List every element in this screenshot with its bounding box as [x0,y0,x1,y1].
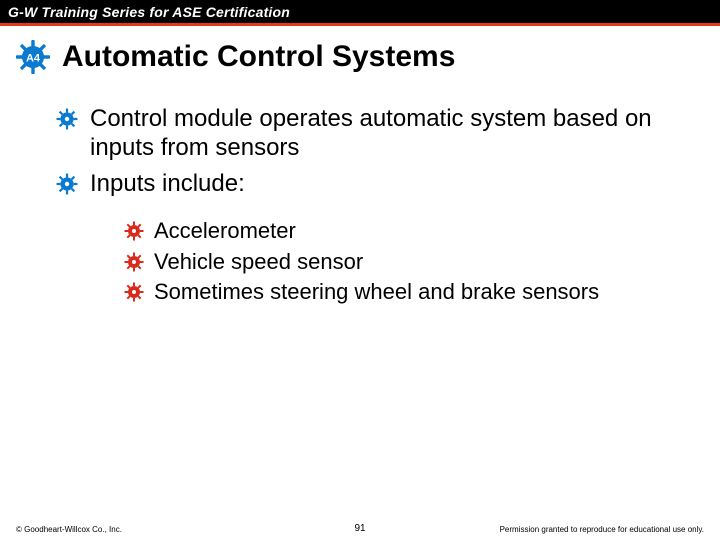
copyright-text: © Goodheart-Willcox Co., Inc. [16,525,122,534]
title-row: A4 Automatic Control Systems [0,26,720,82]
badge-label-text: A4 [26,52,41,64]
gear-bullet-icon [124,252,144,272]
slide-title: Automatic Control Systems [62,40,455,74]
slide-body: Control module operates automatic system… [0,82,720,540]
gear-bullet-icon [124,282,144,302]
bullet-text: Vehicle speed sensor [154,249,363,274]
list-item: Control module operates automatic system… [56,104,680,163]
bullet-text: Sometimes steering wheel and brake senso… [154,279,599,304]
bullet-list-level2: Accelerometer Vehicle speed sensor Somet… [90,218,680,306]
list-item: Vehicle speed sensor [124,249,680,276]
permission-text: Permission granted to reproduce for educ… [500,525,704,534]
list-item: Sometimes steering wheel and brake senso… [124,279,680,306]
footer: © Goodheart-Willcox Co., Inc. 91 Permiss… [0,525,720,534]
bullet-text: Control module operates automatic system… [90,105,652,161]
bullet-list-level1: Control module operates automatic system… [56,104,680,306]
list-item: Accelerometer [124,218,680,245]
list-item: Inputs include: Accelerometer Vehicle sp… [56,169,680,307]
bullet-text: Inputs include: [90,170,245,197]
top-bar: G-W Training Series for ASE Certificatio… [0,0,720,26]
gear-bullet-icon [56,173,78,195]
gear-bullet-icon [56,108,78,130]
gear-badge-icon: A4 [16,40,50,74]
slide: G-W Training Series for ASE Certificatio… [0,0,720,540]
series-title: G-W Training Series for ASE Certificatio… [8,4,290,20]
gear-bullet-icon [124,221,144,241]
bullet-text: Accelerometer [154,218,296,243]
page-number: 91 [354,523,365,534]
